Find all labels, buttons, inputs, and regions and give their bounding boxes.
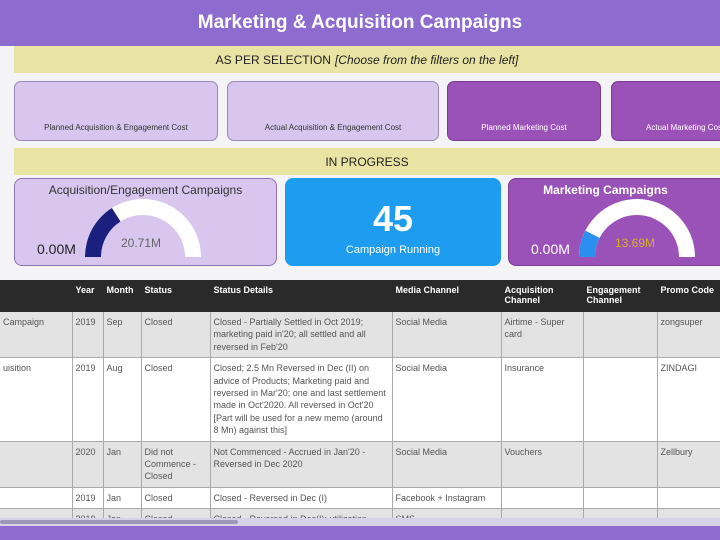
selection-banner-text: AS PER SELECTION	[215, 52, 331, 67]
table-header-row: Year Month Status Status Details Media Chann…	[0, 280, 720, 312]
table-cell: Facebook + Instagram	[392, 487, 502, 510]
table-cell: Jan	[103, 487, 142, 510]
gauge-max-label: 13.69M	[615, 236, 656, 250]
table-cell	[583, 487, 658, 510]
table-cell: Social Media	[392, 357, 502, 442]
table-cell	[583, 441, 658, 488]
acquisition-campaigns-panel[interactable]: Acquisition/Engagement Campaigns 0.00M 2…	[14, 178, 277, 266]
table-cell	[583, 357, 658, 442]
table-cell	[0, 487, 73, 510]
table-cell: 2020	[72, 441, 104, 488]
gauge-track	[579, 199, 695, 257]
table-cell: 2019	[72, 357, 104, 442]
table-cell: Insurance	[501, 357, 584, 442]
gauge-max-label: 20.71M	[121, 236, 162, 250]
footer-bar	[0, 526, 720, 540]
horizontal-scrollbar[interactable]	[0, 518, 720, 526]
card-label: Actual Acquisition & Engagement Cost	[264, 123, 402, 132]
column-header[interactable]	[0, 280, 73, 312]
campaigns-running-value: 45	[372, 198, 414, 239]
gauge-min-label: 0.00M	[37, 241, 76, 257]
table-cell: Closed	[141, 487, 211, 510]
gauge-fill	[579, 230, 600, 257]
column-header[interactable]: Status	[141, 280, 211, 312]
table-cell: Closed	[141, 312, 211, 359]
table-cell: Campaign	[0, 312, 73, 359]
panel-title: Marketing Campaigns	[543, 183, 668, 197]
table-cell	[0, 508, 73, 518]
table-cell	[583, 312, 658, 359]
table-cell: Jan	[103, 508, 142, 518]
table-row[interactable]: 2019 Jan Closed Closed - Reversed in Dec (I…	[0, 487, 720, 510]
campaigns-running-card[interactable]: 45 Campaign Running	[285, 178, 501, 266]
table-cell: SMS	[392, 508, 502, 518]
campaigns-running-label: Campaign Running	[345, 244, 441, 256]
scrollbar-thumb[interactable]	[0, 520, 238, 524]
table-cell: Closed - Partially Settled in Oct 2019; …	[210, 312, 393, 359]
table-cell	[583, 508, 658, 518]
column-header[interactable]: Engagement Channel	[583, 280, 658, 312]
gauge-fill	[85, 208, 121, 257]
table-cell: ZINDAGI	[657, 357, 720, 442]
table-cell: Closed	[141, 357, 211, 442]
planned-marketing-cost-card[interactable]: Planned Marketing Cost	[447, 81, 601, 141]
acquisition-gauge	[85, 199, 201, 257]
table-cell: Closed - Reversed in Dec(I); utilization	[210, 508, 393, 518]
campaigns-table[interactable]: Year Month Status Status Details Media Chann…	[0, 280, 720, 518]
table-cell: 2019	[72, 487, 104, 510]
table-row[interactable]: uisition 2019 Aug Closed Closed; 2.5 Mn Reve…	[0, 357, 720, 442]
table-cell: Social Media	[392, 312, 502, 359]
table-cell: uisition	[0, 357, 73, 442]
table-cell	[657, 508, 720, 518]
selection-banner-hint: [Choose from the filters on the left]	[334, 52, 519, 67]
table-cell: Closed - Reversed in Dec (I)	[210, 487, 393, 510]
table-cell: Zellbury	[657, 441, 720, 488]
selection-banner: AS PER SELECTION [Choose from the filter…	[14, 46, 720, 73]
card-label: Actual Marketing Cost	[646, 123, 720, 132]
in-progress-banner: IN PROGRESS	[14, 148, 720, 175]
table-row[interactable]: Campaign 2019 Sep Closed Closed - Partially …	[0, 312, 720, 359]
table-cell: 2019	[72, 312, 104, 359]
table-cell: Aug	[103, 357, 142, 442]
in-progress-text: IN PROGRESS	[325, 154, 409, 169]
gauge-min-label: 0.00M	[531, 241, 570, 257]
marketing-campaigns-panel[interactable]: Marketing Campaigns 0.00M 13.69M	[508, 178, 720, 266]
table-cell: Airtime - Super card	[501, 312, 584, 359]
panel-title: Acquisition/Engagement Campaigns	[48, 183, 243, 197]
table-cell	[657, 487, 720, 510]
table-cell: Not Commenced - Accrued in Jan'20 - Reve…	[210, 441, 393, 488]
table-cell	[501, 487, 584, 510]
column-header[interactable]: Acquisition Channel	[501, 280, 584, 312]
table-cell: Closed; 2.5 Mn Reversed in Dec (II) on a…	[210, 357, 393, 442]
table-cell	[501, 508, 584, 518]
marketing-gauge	[579, 199, 695, 257]
column-header[interactable]: Media Channel	[392, 280, 502, 312]
table-cell	[0, 441, 73, 488]
card-label: Planned Marketing Cost	[481, 123, 567, 132]
table-row[interactable]: 2020 Jan Did not Commence - Closed Not Comm…	[0, 441, 720, 488]
table-cell: Sep	[103, 312, 142, 359]
actual-marketing-cost-card[interactable]: Actual Marketing Cost	[611, 81, 720, 141]
planned-acquisition-cost-card[interactable]: Planned Acquisition & Engagement Cost	[14, 81, 218, 141]
page-title: Marketing & Acquisition Campaigns	[0, 0, 720, 46]
table-cell: Jan	[103, 441, 142, 488]
table-cell: 2019	[72, 508, 104, 518]
table-cell: Vouchers	[501, 441, 584, 488]
table-cell: Social Media	[392, 441, 502, 488]
table-cell: Did not Commence - Closed	[141, 441, 211, 488]
column-header[interactable]: Month	[103, 280, 142, 312]
column-header[interactable]: Promo Code	[657, 280, 720, 312]
column-header[interactable]: Year	[72, 280, 104, 312]
table-cell: Closed	[141, 508, 211, 518]
column-header[interactable]: Status Details	[210, 280, 393, 312]
table-cell: zongsuper	[657, 312, 720, 359]
actual-acquisition-cost-card[interactable]: Actual Acquisition & Engagement Cost	[227, 81, 439, 141]
card-label: Planned Acquisition & Engagement Cost	[44, 123, 188, 132]
